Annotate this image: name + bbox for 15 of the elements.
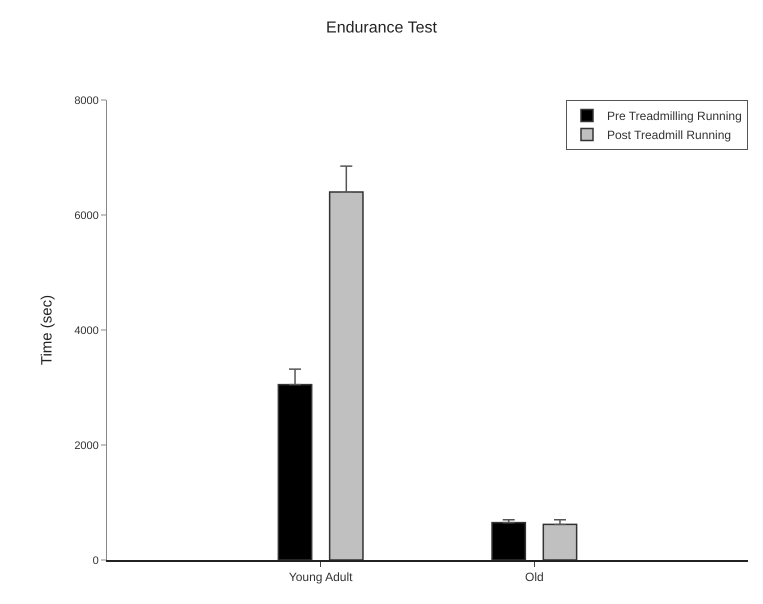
legend-label: Post Treadmill Running [607, 128, 732, 142]
y-tick-label: 6000 [74, 210, 99, 222]
bar [491, 522, 526, 560]
chart-title: Endurance Test [326, 19, 438, 36]
x-tick-label: Old [524, 570, 544, 584]
bar [328, 191, 364, 560]
bar [278, 384, 312, 560]
bar [542, 524, 578, 560]
y-tick-label: 0 [92, 554, 99, 567]
y-tick-label: 8000 [74, 94, 99, 107]
y-tick-label: 4000 [74, 324, 99, 337]
y-tick-label: 2000 [74, 440, 99, 452]
legend-label: Pre Treadmilling Running [607, 109, 742, 124]
y-axis-title: Time (sec) [38, 294, 56, 366]
x-tick-label: Young Adult [288, 570, 354, 584]
